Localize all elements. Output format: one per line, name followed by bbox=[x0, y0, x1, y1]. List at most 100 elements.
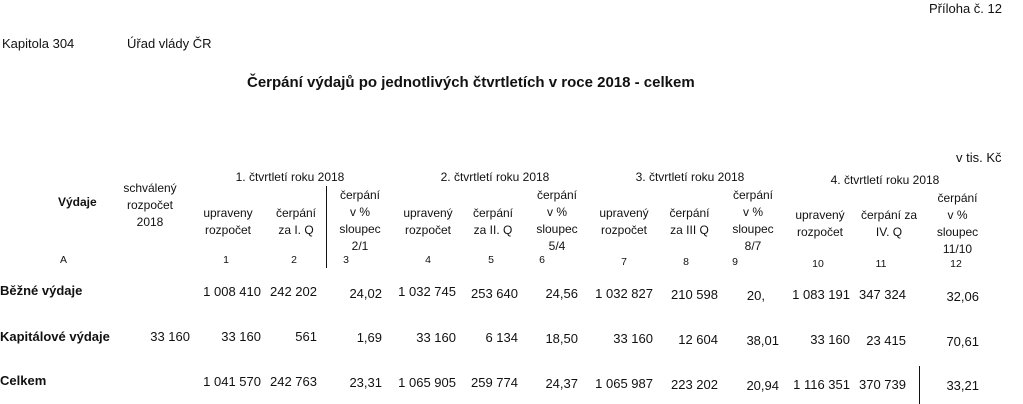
quarter-2-upraveny: upravený rozpočet bbox=[392, 205, 464, 239]
table-cell: 33 160 bbox=[810, 332, 850, 347]
table-cell: 70,61 bbox=[946, 334, 979, 349]
table-cell: 259 774 bbox=[471, 375, 518, 390]
table-cell: 1 065 905 bbox=[398, 375, 456, 390]
chapter-name: Úřad vlády ČR bbox=[127, 36, 212, 51]
header-line: v % bbox=[349, 205, 370, 219]
table-cell: 24,37 bbox=[545, 376, 578, 391]
table-cell: 32,06 bbox=[946, 289, 979, 304]
table-cell: 24,56 bbox=[545, 286, 578, 301]
header-line: v % bbox=[947, 208, 968, 222]
table-cell: 6 134 bbox=[485, 330, 518, 345]
col-header-vydaje: Výdaje bbox=[58, 195, 97, 209]
table-cell: 1 032 745 bbox=[398, 284, 456, 299]
table-cell: 33 160 bbox=[221, 329, 261, 344]
header-line: rozpočet bbox=[600, 223, 648, 237]
header-line: čerpání bbox=[339, 188, 381, 202]
quarter-1-title: 1. čtvrtletí roku 2018 bbox=[235, 170, 345, 184]
table-cell: 23 415 bbox=[866, 333, 906, 348]
table-cell: 1 008 410 bbox=[203, 284, 261, 299]
table-cell: 20, bbox=[746, 288, 765, 303]
unit-label: v tis. Kč bbox=[956, 150, 1002, 165]
quarter-4-upraveny: upravený rozpočet bbox=[784, 207, 856, 241]
header-line: v % bbox=[546, 205, 567, 219]
quarter-1-pct: čerpání v % sloupec 2/1 bbox=[330, 187, 390, 255]
col-header-schvaleny: schválený rozpočet 2018 bbox=[115, 180, 185, 231]
table-cell: 1 032 827 bbox=[595, 286, 653, 301]
quarter-2-cerpani: čerpání za II. Q bbox=[462, 205, 524, 239]
col-number: 9 bbox=[732, 256, 738, 268]
header-line: upravený bbox=[403, 206, 453, 220]
header-line: 8/7 bbox=[744, 239, 762, 253]
table-cell: 33,21 bbox=[946, 378, 979, 393]
header-line: IV. Q bbox=[875, 225, 903, 239]
table-cell: 33 160 bbox=[150, 329, 190, 344]
header-line: 5/4 bbox=[548, 239, 566, 253]
table-cell: 24,02 bbox=[349, 286, 382, 301]
quarter-3-upraveny: upravený rozpočet bbox=[588, 205, 660, 239]
header-line: upravený bbox=[795, 208, 845, 222]
table-cell: 242 202 bbox=[270, 284, 317, 299]
table-cell: 18,50 bbox=[545, 331, 578, 346]
row-label-kapitalove: Kapitálové výdaje bbox=[0, 329, 110, 344]
table-cell: 1 083 191 bbox=[792, 287, 850, 302]
header-line: za I. Q bbox=[278, 223, 314, 237]
table-cell: 38,01 bbox=[746, 333, 779, 348]
header-line: rozpočet bbox=[204, 223, 252, 237]
quarter-3-pct: čerpání v % sloupec 8/7 bbox=[723, 187, 783, 255]
header-line: čerpání bbox=[275, 206, 317, 220]
row-label-celkem: Celkem bbox=[0, 373, 47, 388]
header-line: čerpání bbox=[732, 188, 774, 202]
header-line: čerpání za bbox=[860, 208, 918, 222]
column-separator bbox=[919, 366, 920, 404]
header-line: čerpání bbox=[536, 188, 578, 202]
col-header-schvaleny-line: 2018 bbox=[136, 215, 164, 229]
col-number: 12 bbox=[950, 258, 962, 270]
table-cell: 370 739 bbox=[859, 377, 906, 392]
col-number: 1 bbox=[223, 254, 229, 266]
row-label-bezne: Běžné výdaje bbox=[0, 283, 83, 298]
table-cell: 12 604 bbox=[678, 332, 718, 347]
appendix-label: Příloha č. 12 bbox=[929, 1, 1002, 16]
header-line: 11/10 bbox=[942, 242, 973, 256]
quarter-3-title: 3. čtvrtletí roku 2018 bbox=[635, 170, 745, 184]
table-cell: 20,94 bbox=[746, 378, 779, 393]
col-header-schvaleny-line: rozpočet bbox=[126, 198, 174, 212]
col-number: 5 bbox=[488, 254, 494, 266]
table-cell: 253 640 bbox=[471, 286, 518, 301]
header-line: za III Q bbox=[670, 223, 709, 237]
quarter-4-cerpani: čerpání za IV. Q bbox=[850, 207, 928, 241]
header-line: upraveny bbox=[203, 206, 253, 220]
table-cell: 1 065 987 bbox=[595, 376, 653, 391]
table-cell: 33 160 bbox=[613, 331, 653, 346]
table-cell: 210 598 bbox=[671, 287, 718, 302]
table-cell: 23,31 bbox=[349, 375, 382, 390]
header-line: čerpání bbox=[472, 206, 514, 220]
header-line: čerpání bbox=[937, 191, 978, 205]
header-line: sloupec bbox=[536, 222, 578, 236]
quarter-2-pct: čerpání v % sloupec 5/4 bbox=[527, 187, 587, 255]
header-line: 2/1 bbox=[351, 239, 369, 253]
quarter-3-cerpani: čerpání za III Q bbox=[657, 205, 722, 239]
quarter-1-upraveny: upraveny rozpočet bbox=[193, 205, 263, 239]
col-number: 2 bbox=[291, 254, 297, 266]
table-cell: 347 324 bbox=[859, 287, 906, 302]
table-cell: 33 160 bbox=[416, 330, 456, 345]
col-number: 3 bbox=[343, 254, 349, 266]
header-line: sloupec bbox=[339, 222, 381, 236]
table-cell: 1,69 bbox=[356, 330, 382, 345]
col-number: 11 bbox=[875, 258, 887, 270]
column-separator bbox=[326, 186, 327, 268]
col-number: 6 bbox=[539, 254, 545, 266]
header-line: rozpočet bbox=[796, 225, 844, 239]
quarter-4-title: 4. čtvrtletí roku 2018 bbox=[830, 173, 940, 187]
table-cell: 1 041 570 bbox=[203, 374, 261, 389]
quarter-2-title: 2. čtvrtletí roku 2018 bbox=[440, 170, 550, 184]
header-line: sloupec bbox=[732, 222, 774, 236]
col-header-schvaleny-line: schválený bbox=[123, 181, 177, 195]
table-cell: 1 116 351 bbox=[793, 377, 850, 392]
quarter-4-pct: čerpání v % sloupec 11/10 bbox=[925, 190, 990, 258]
col-number: 7 bbox=[621, 256, 627, 268]
table-cell: 561 bbox=[295, 329, 317, 344]
header-line: sloupec bbox=[936, 225, 979, 239]
header-line: v % bbox=[742, 205, 763, 219]
